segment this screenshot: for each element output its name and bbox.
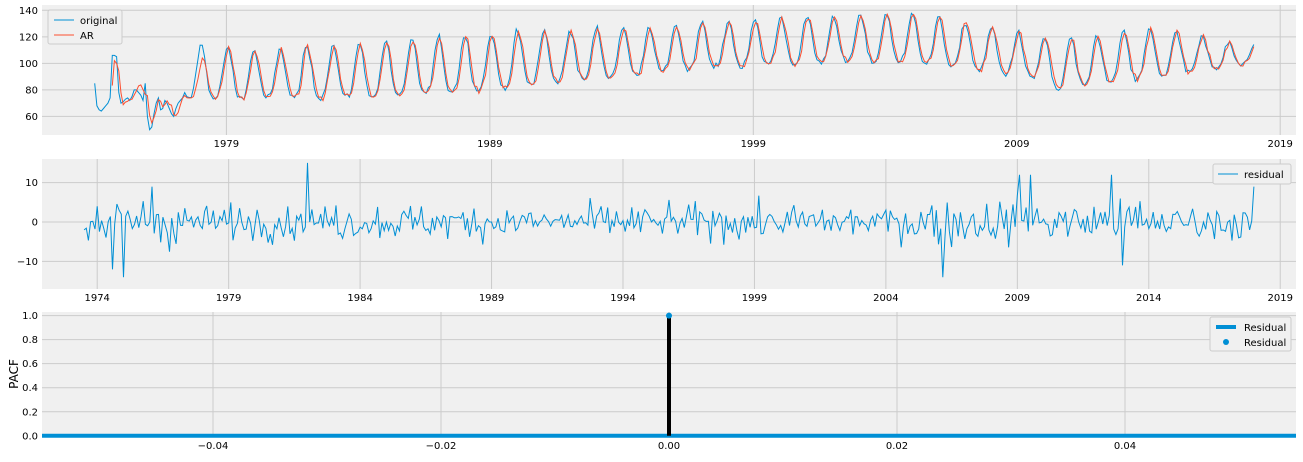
y-tick-label: 1.0 [22, 311, 38, 322]
legend-ar-label: AR [80, 31, 94, 42]
x-tick-label: 2019 [1267, 139, 1292, 150]
y-tick-label: −10 [17, 257, 38, 268]
middle-chart-series [83, 162, 1255, 278]
top-chart-plot-area [42, 5, 1296, 135]
middle-chart-x-ticks: 1974 1979 1984 1989 1994 1999 2004 2009 2014 2019 [84, 293, 1292, 304]
x-tick-label: 0.02 [886, 441, 908, 452]
y-tick-label: 0.0 [22, 431, 38, 442]
bottom-chart-x-ticks: −0.04 −0.02 0.00 0.02 0.04 [198, 441, 1136, 452]
top-chart: 60 80 100 120 140 1979 1989 1999 2009 2019 origi… [19, 5, 1296, 150]
y-tick-label: 60 [25, 112, 38, 123]
bottom-chart-legend: Residual Residual [1209, 316, 1292, 352]
x-tick-label: 0.04 [1114, 441, 1136, 452]
x-tick-label: 0.00 [658, 441, 680, 452]
x-tick-label: 2009 [1004, 139, 1029, 150]
y-tick-label: 0.2 [22, 407, 38, 418]
x-tick-label: 1984 [347, 293, 372, 304]
series-residual-line [83, 162, 1255, 278]
pacf-marker [666, 312, 672, 319]
y-tick-label: 140 [19, 6, 38, 17]
y-tick-label: 80 [25, 85, 38, 96]
top-chart-x-ticks: 1979 1989 1999 2009 2019 [214, 139, 1293, 150]
top-chart-legend: original AR [47, 9, 123, 45]
middle-chart-y-ticks: −10 0 10 [17, 178, 38, 268]
bottom-chart-y-ticks: 0.0 0.2 0.4 0.6 0.8 1.0 [22, 311, 38, 442]
middle-chart: −10 0 10 1974 1979 1984 1989 1994 1999 2004 2009 2… [17, 159, 1296, 304]
x-tick-label: 2004 [873, 293, 898, 304]
bottom-chart-series [42, 312, 1296, 438]
x-tick-label: 1989 [477, 139, 502, 150]
legend-residual-marker-label: Residual [1244, 338, 1286, 349]
middle-chart-gridlines [42, 159, 1296, 289]
bottom-chart-y-axis-label: PACF [7, 359, 21, 389]
x-tick-label: −0.02 [426, 441, 457, 452]
legend-residual-marker-swatch [1223, 339, 1229, 345]
top-chart-gridlines [42, 5, 1296, 135]
y-tick-label: 0.8 [22, 335, 38, 346]
x-tick-label: 1974 [84, 293, 109, 304]
x-tick-label: 1979 [214, 139, 239, 150]
y-tick-label: 100 [19, 59, 38, 70]
y-tick-label: 0.4 [22, 383, 38, 394]
series-ar-line [111, 12, 1255, 125]
x-tick-label: −0.04 [198, 441, 229, 452]
legend-residual-line-label: Residual [1244, 323, 1286, 334]
bottom-chart: 0.0 0.2 0.4 0.6 0.8 1.0 −0.04 −0.02 0.00 0.02 0.0… [7, 311, 1296, 452]
y-tick-label: 0.6 [22, 359, 38, 370]
legend-original-label: original [80, 16, 117, 27]
x-tick-label: 1999 [742, 293, 767, 304]
y-tick-label: 0 [32, 218, 38, 229]
x-tick-label: 1994 [610, 293, 635, 304]
top-chart-y-ticks: 60 80 100 120 140 [19, 6, 38, 123]
y-tick-label: 10 [25, 178, 38, 189]
y-tick-label: 120 [19, 32, 38, 43]
x-tick-label: 2009 [1005, 293, 1030, 304]
middle-chart-legend: residual [1212, 163, 1292, 185]
x-tick-label: 1999 [741, 139, 766, 150]
x-tick-label: 1989 [479, 293, 504, 304]
x-tick-label: 2014 [1136, 293, 1161, 304]
top-chart-series [94, 12, 1255, 131]
legend-residual-label: residual [1244, 170, 1284, 181]
x-tick-label: 2019 [1267, 293, 1292, 304]
x-tick-label: 1979 [216, 293, 241, 304]
middle-chart-legend-box [1212, 163, 1292, 185]
